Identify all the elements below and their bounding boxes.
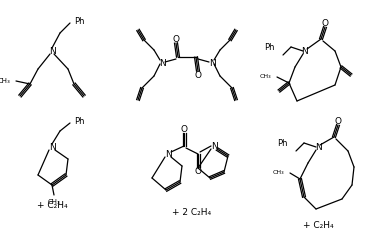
Text: N: N [49,143,55,152]
Text: O: O [172,35,179,44]
Text: O: O [180,125,187,134]
Text: CH₃: CH₃ [272,170,284,175]
Text: O: O [334,117,341,126]
Text: O: O [195,167,202,176]
Text: + C₂H₄: + C₂H₄ [37,201,67,210]
Text: CH₃: CH₃ [0,78,10,84]
Text: N: N [49,47,55,56]
Text: O: O [195,71,202,80]
Text: N: N [314,143,321,152]
Text: Ph: Ph [74,117,84,126]
Text: + 2 C₂H₄: + 2 C₂H₄ [172,208,212,217]
Text: O: O [321,19,328,28]
Text: CH₃: CH₃ [48,198,60,204]
Text: Ph: Ph [74,17,84,26]
Text: N: N [165,150,171,159]
Text: N: N [211,142,217,151]
Text: CH₃: CH₃ [259,74,271,79]
Text: + C₂H₄: + C₂H₄ [303,221,333,230]
Text: Ph: Ph [265,43,275,52]
Text: N: N [209,58,215,67]
Text: Ph: Ph [278,139,288,148]
Text: N: N [301,47,308,56]
Text: N: N [159,58,166,67]
